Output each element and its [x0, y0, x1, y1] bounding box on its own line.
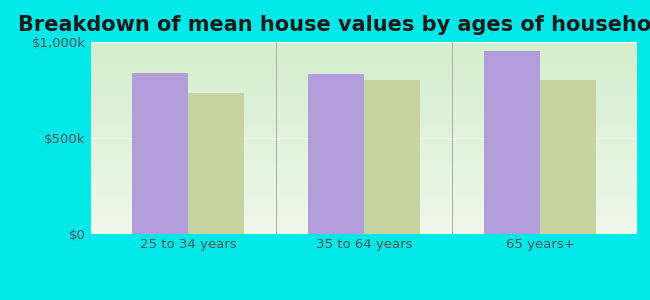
- Bar: [540, 80, 597, 234]
- Bar: [364, 80, 421, 234]
- Bar: [131, 73, 188, 234]
- Bar: [484, 51, 540, 234]
- Title: Breakdown of mean house values by ages of householders: Breakdown of mean house values by ages o…: [18, 15, 650, 35]
- Bar: [307, 74, 364, 234]
- Bar: [188, 93, 244, 234]
